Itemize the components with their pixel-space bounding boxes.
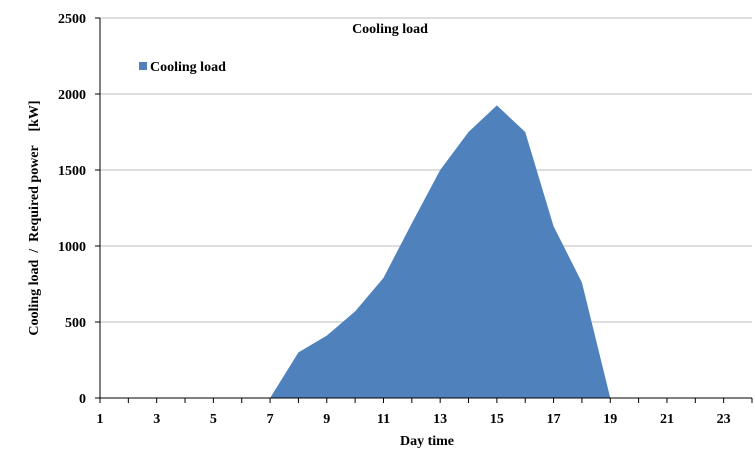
legend-swatch	[139, 62, 147, 70]
axes	[95, 17, 753, 403]
area-series-cooling-load	[270, 105, 611, 399]
y-tick-label: 2000	[58, 88, 86, 103]
x-tick-label: 21	[660, 412, 674, 427]
y-tick-labels: 0 500 1000 1500 2000 2500	[58, 12, 86, 407]
x-tick-label: 5	[210, 412, 217, 427]
y-tick-label: 1000	[58, 240, 86, 255]
y-tick-label: 1500	[58, 164, 86, 179]
gridlines	[100, 17, 752, 323]
x-tick-label: 9	[323, 412, 330, 427]
x-tick-label: 17	[547, 412, 561, 427]
x-tick-label: 23	[717, 412, 731, 427]
y-tick-label: 0	[79, 392, 86, 407]
x-tick-label: 15	[490, 412, 504, 427]
chart-title: Cooling load	[352, 22, 428, 37]
plot-area-series	[270, 105, 611, 399]
x-axis-label: Day time	[400, 434, 454, 449]
x-tick-label: 7	[267, 412, 274, 427]
x-tick-label: 19	[603, 412, 617, 427]
y-tick-label: 500	[65, 316, 86, 331]
x-tick-label: 13	[433, 412, 447, 427]
legend: Cooling load	[139, 60, 226, 75]
x-tick-label: 3	[153, 412, 160, 427]
x-tick-label: 11	[377, 412, 390, 427]
x-tick-labels: 1 3 5 7 9 11 13 15 17 19 21 23	[97, 412, 731, 427]
legend-label: Cooling load	[150, 60, 226, 75]
y-axis-label: Cooling load / Required power [kW]	[27, 100, 42, 335]
y-tick-label: 2500	[58, 12, 86, 27]
x-tick-label: 1	[97, 412, 104, 427]
